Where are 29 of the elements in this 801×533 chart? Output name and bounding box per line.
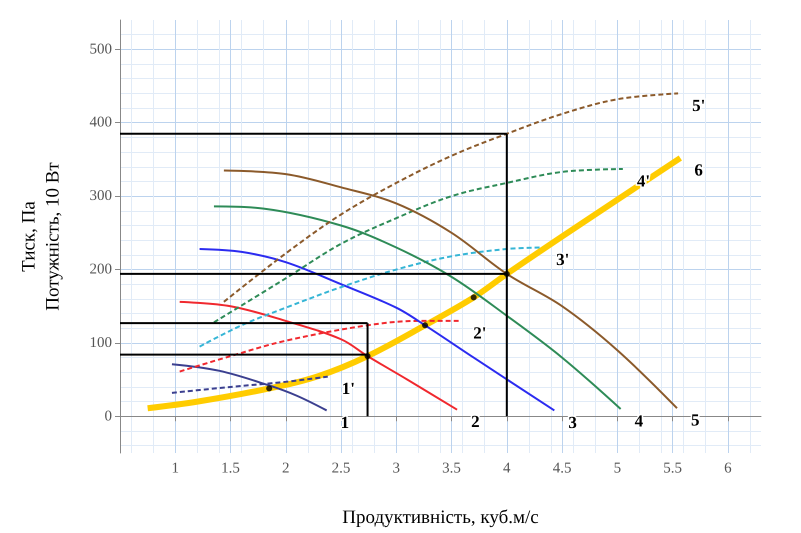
x-tick-label: 5.5	[663, 460, 682, 476]
series-label: 6	[694, 160, 703, 180]
series-label: 1'	[342, 379, 356, 398]
x-tick-label: 3	[392, 460, 400, 476]
series-label: 2	[471, 412, 480, 432]
x-tick-label: 2	[282, 460, 290, 476]
series-label: 1	[340, 412, 350, 432]
series-label: 2'	[473, 323, 487, 342]
x-tick-label: 4	[503, 460, 512, 476]
x-tick-label: 5	[614, 460, 622, 476]
series-label: 4	[634, 411, 644, 430]
y-tick-label: 500	[90, 41, 112, 58]
x-tick-label: 2.5	[332, 460, 350, 476]
x-tick-label: 6	[724, 460, 732, 476]
x-tick-label: 1	[172, 460, 180, 476]
series-label: 5'	[692, 96, 706, 115]
y-tick-label: 0	[104, 408, 112, 424]
y-tick-label: 400	[90, 114, 112, 131]
x-tick-label: 4.5	[552, 460, 572, 476]
y-axis-title: Тиск, Па Потужність, 10 Вт	[18, 162, 64, 311]
y-tick-label: 300	[90, 188, 112, 204]
y-tick-label: 200	[90, 262, 112, 278]
series-label: 3	[568, 412, 577, 432]
series-label: 3'	[556, 250, 570, 270]
x-tick-label: 1.5	[221, 460, 240, 476]
x-axis-title: Продуктивність, куб.м/с	[342, 507, 539, 528]
x-tick-label: 3.5	[442, 460, 461, 476]
y-tick-label: 100	[90, 334, 112, 351]
series-label: 5	[691, 410, 700, 430]
